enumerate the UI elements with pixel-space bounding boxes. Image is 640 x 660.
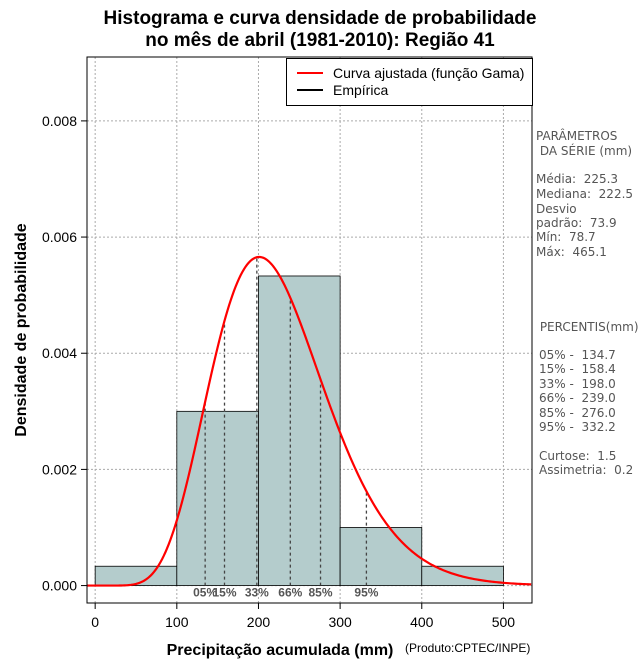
percentile-label-33: 33% [245,586,269,600]
percentile-33: 33% - 198.0 [539,377,616,391]
x-tick-label-4: 400 [410,614,434,630]
x-tick-label-2: 200 [247,614,271,630]
percentile-95: 95% - 332.2 [539,420,616,434]
product-credit: (Produto:CPTEC/INPE) [405,641,531,655]
gamma-density-curve [87,255,532,587]
x-axis-label: Precipitação acumulada (mm) [166,642,394,659]
y-tick-label-1: 0.002 [42,461,77,477]
chart-title-line1: Histograma e curva densidade de probabil… [103,8,537,29]
stat-assimetria: Assimetria: 0.2 [539,463,634,477]
legend-curve-swatch [297,72,323,74]
legend-curve-label: Curva ajustada (função Gama) [333,65,525,81]
chart-title-line2: no mês de abril (1981-2010): Região 41 [145,30,495,51]
stat-min: Mín: 78.7 [536,230,596,244]
histogram-bar-0 [94,565,178,586]
y-axis-label: Densidade de probabilidade [13,223,30,437]
stat-media: Média: 225.3 [536,172,619,186]
x-tick-label-3: 300 [328,614,352,630]
percentile-label-15: 15% [212,586,236,600]
y-tick-label-0: 0.000 [42,578,77,594]
x-tick-label-1: 100 [165,614,189,630]
stats-header-units: DA SÉRIE (mm) [536,144,633,158]
histogram-bar-3 [339,527,423,586]
percentile-label-95: 95% [354,586,378,600]
stat-desvio-label: Desvio [536,202,577,216]
percentiles-header: PERCENTIS(mm) [536,320,639,334]
x-tick-label-0: 0 [91,614,99,630]
y-tick-label-2: 0.004 [42,345,77,361]
percentile-label-66: 66% [278,586,302,600]
stat-desvio-value: padrão: 73.9 [536,216,617,230]
percentile-label-05: 05% [193,586,217,600]
percentile-15: 15% - 158.4 [539,362,616,376]
percentile-85: 85% - 276.0 [539,406,616,420]
histogram-bar-1 [176,410,259,586]
histogram-bar-2 [258,275,341,586]
stat-mediana: Mediana: 222.5 [536,187,634,201]
legend-item-empirical: Empírica [287,81,388,99]
percentile-66: 66% - 239.0 [539,391,616,405]
stat-max: Máx: 465.1 [536,245,607,259]
plot-frame [86,56,533,604]
y-tick-label-4: 0.008 [42,113,77,129]
y-tick-label-3: 0.006 [42,229,77,245]
x-tick-label-5: 500 [492,614,516,630]
legend-item-curve: Curva ajustada (função Gama) [287,64,524,82]
legend: Curva ajustada (função Gama) Empírica [286,58,533,106]
stat-curtose: Curtose: 1.5 [539,449,617,463]
stats-header: PARÂMETROS [536,129,618,143]
percentile-05: 05% - 134.7 [539,348,616,362]
legend-empirical-swatch [297,89,323,91]
percentile-label-85: 85% [309,586,333,600]
legend-empirical-label: Empírica [333,82,389,98]
